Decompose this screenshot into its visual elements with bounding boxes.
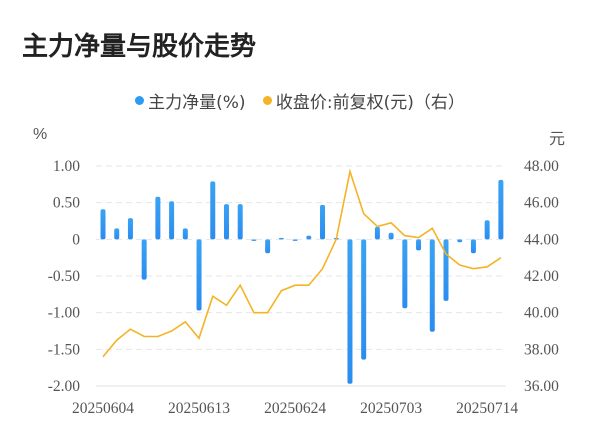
- bar[interactable]: [429, 239, 435, 332]
- bar[interactable]: [306, 235, 312, 240]
- bar[interactable]: [470, 239, 476, 254]
- left-tick-label: 0.50: [53, 195, 80, 212]
- bar[interactable]: [443, 239, 449, 301]
- bar[interactable]: [278, 237, 284, 240]
- bar[interactable]: [292, 239, 298, 241]
- bar[interactable]: [320, 204, 326, 240]
- left-tick-label: -1.50: [48, 341, 81, 358]
- right-tick-label: 48.00: [524, 158, 559, 175]
- bar[interactable]: [361, 239, 367, 360]
- bar[interactable]: [169, 201, 175, 240]
- bar[interactable]: [237, 204, 243, 240]
- bar-series: [100, 179, 504, 384]
- right-tick-label: 42.00: [524, 268, 559, 285]
- x-tick-label: 20250624: [264, 400, 326, 417]
- legend-item-main-net[interactable]: 主力净量(%): [135, 88, 246, 113]
- bar[interactable]: [114, 228, 120, 240]
- bar[interactable]: [127, 218, 133, 240]
- right-tick-label: 36.00: [524, 378, 559, 395]
- x-axis: 20250604 20250613 20250624 20250703 20250714: [72, 385, 518, 417]
- bar[interactable]: [182, 228, 188, 240]
- left-y-axis: 1.00 0.50 0 -0.50 -1.00 -1.50 -2.00: [48, 158, 81, 395]
- line-series: [102, 168, 502, 358]
- legend-label: 主力净量(%): [148, 93, 246, 113]
- chart-title: 主力净量与股价走势: [22, 32, 257, 62]
- right-tick-label: 44.00: [524, 231, 559, 248]
- x-tick-label: 20250703: [360, 400, 422, 417]
- left-axis-unit: %: [33, 126, 48, 143]
- legend-label: 收盘价:前复权(元)（右）: [275, 93, 465, 113]
- right-tick-label: 46.00: [524, 195, 559, 212]
- bar[interactable]: [484, 220, 490, 240]
- right-axis-unit: 元: [549, 131, 566, 148]
- bar[interactable]: [388, 232, 394, 240]
- right-tick-label: 40.00: [524, 305, 559, 322]
- legend-dot-blue-icon: [135, 96, 145, 105]
- left-tick-label: -1.00: [48, 305, 81, 322]
- legend-item-close-price[interactable]: 收盘价:前复权(元)（右）: [262, 88, 465, 113]
- bar[interactable]: [498, 179, 504, 240]
- legend-dot-orange-icon: [262, 96, 272, 105]
- bar[interactable]: [251, 239, 257, 241]
- legend: 主力净量(%) 收盘价:前复权(元)（右）: [0, 88, 600, 113]
- bar[interactable]: [374, 226, 380, 240]
- price-line[interactable]: [102, 168, 502, 358]
- bar[interactable]: [210, 181, 216, 240]
- bar[interactable]: [196, 239, 202, 311]
- bar[interactable]: [265, 239, 271, 254]
- right-y-axis: 48.00 46.00 44.00 42.00 40.00 38.00 36.00: [524, 158, 559, 395]
- bar[interactable]: [457, 239, 463, 243]
- left-tick-label: -0.50: [48, 268, 81, 285]
- x-tick-label: 20250613: [168, 400, 230, 417]
- right-tick-label: 38.00: [524, 341, 559, 358]
- left-tick-label: 0: [72, 231, 80, 248]
- bar[interactable]: [141, 239, 147, 280]
- bar[interactable]: [402, 239, 408, 309]
- bar[interactable]: [347, 239, 353, 384]
- bar[interactable]: [100, 209, 106, 240]
- bar[interactable]: [416, 239, 422, 251]
- left-tick-label: -2.00: [48, 378, 81, 395]
- bar[interactable]: [155, 196, 161, 240]
- x-tick-label: 20250604: [72, 400, 134, 417]
- bar[interactable]: [223, 204, 229, 240]
- x-tick-label: 20250714: [456, 400, 518, 417]
- left-tick-label: 1.00: [53, 158, 80, 175]
